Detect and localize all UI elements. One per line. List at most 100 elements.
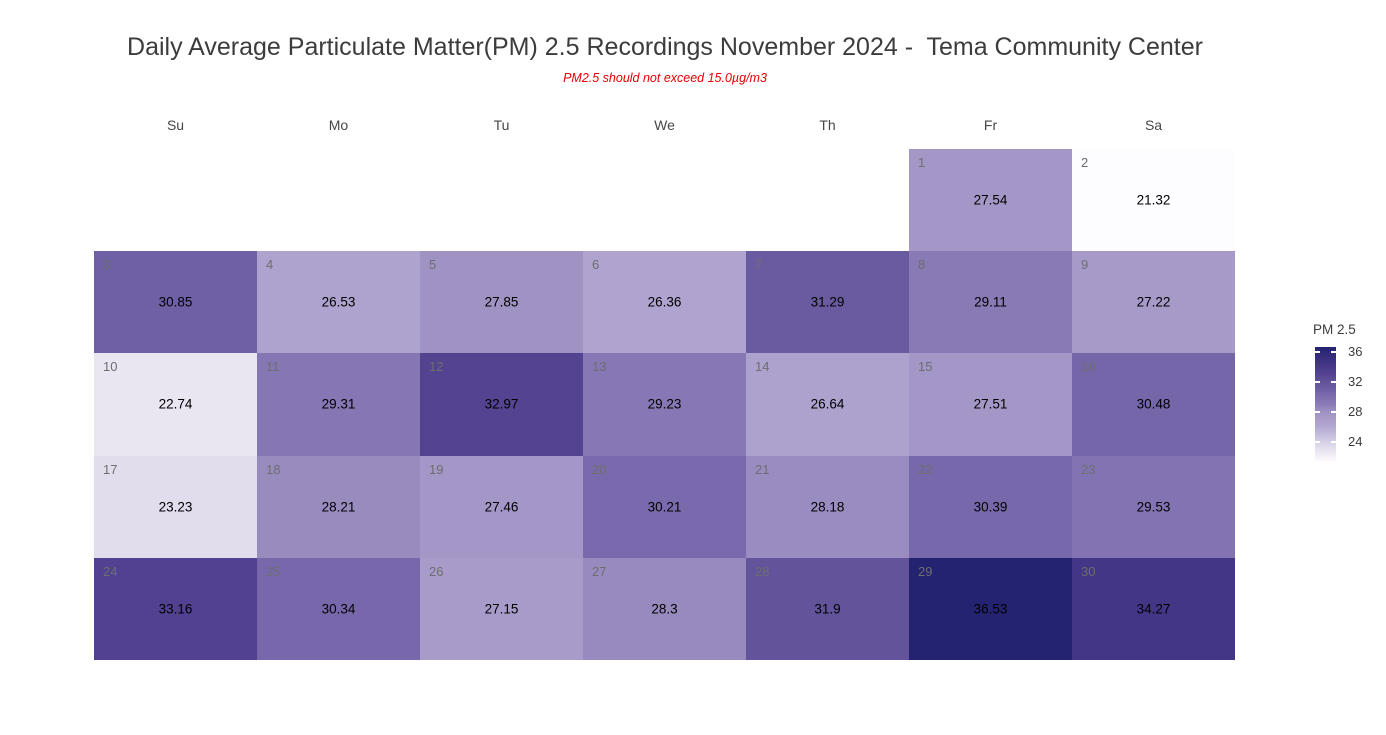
day-value: 28.18 (810, 499, 845, 515)
day-cell: 23 29.53 (1072, 455, 1235, 558)
chart-subtitle-threshold-note: PM2.5 should not exceed 15.0µg/m3 (563, 71, 767, 85)
day-cell: 5 27.85 (420, 251, 583, 354)
day-value: 34.27 (1136, 601, 1171, 617)
day-value: 27.54 (973, 192, 1008, 208)
day-value: 27.85 (484, 294, 519, 310)
day-value: 31.9 (814, 601, 841, 617)
day-cell: 20 30.21 (583, 455, 746, 558)
day-number: 21 (755, 461, 770, 477)
day-cell: 12 32.97 (420, 353, 583, 456)
day-number: 15 (918, 359, 933, 375)
day-number: 17 (103, 461, 118, 477)
day-number: 27 (592, 563, 607, 579)
day-value: 33.16 (158, 601, 193, 617)
legend-tick-mark (1315, 380, 1320, 383)
day-cell: 4 26.53 (257, 251, 420, 354)
day-cell: 29 36.53 (909, 557, 1072, 660)
weekday-header-th: Th (819, 117, 836, 133)
day-cell: 9 27.22 (1072, 251, 1235, 354)
day-number: 25 (266, 563, 281, 579)
day-value: 31.29 (810, 294, 845, 310)
legend-tick-mark (1315, 440, 1320, 443)
day-cell: 30 34.27 (1072, 557, 1235, 660)
day-value: 30.85 (158, 294, 193, 310)
day-number: 14 (755, 359, 770, 375)
day-cell: 3 30.85 (94, 251, 257, 354)
day-number: 2 (1081, 155, 1089, 170)
day-cell: 15 27.51 (909, 353, 1072, 456)
day-value: 27.46 (484, 499, 519, 515)
day-value: 27.22 (1136, 294, 1171, 310)
weekday-header-fr: Fr (983, 117, 998, 133)
chart-title: Daily Average Particulate Matter(PM) 2.5… (127, 33, 1203, 61)
day-value: 30.48 (1136, 396, 1171, 412)
day-cell: 28 31.9 (746, 557, 909, 660)
day-value: 21.32 (1136, 192, 1171, 208)
legend-colorbar (1315, 347, 1336, 461)
day-value: 30.21 (647, 499, 682, 515)
day-number: 18 (266, 461, 281, 477)
day-number: 11 (266, 359, 280, 375)
day-value: 28.21 (321, 499, 356, 515)
legend-tick-mark (1331, 380, 1336, 383)
legend-tick-mark (1315, 410, 1320, 413)
day-number: 5 (429, 257, 437, 273)
day-number: 8 (918, 257, 926, 273)
day-cell: 10 22.74 (94, 353, 257, 456)
day-number: 16 (1081, 359, 1096, 375)
day-cell: 1 27.54 (909, 149, 1072, 252)
day-cell: 21 28.18 (746, 455, 909, 558)
legend-tick-label: 32 (1348, 373, 1363, 389)
day-number: 23 (1081, 461, 1096, 477)
legend: PM 2.5 36 32 28 24 (1313, 322, 1386, 461)
weekday-header-su: Su (166, 117, 185, 133)
day-number: 9 (1081, 257, 1089, 273)
day-number: 26 (429, 563, 444, 579)
day-value: 29.23 (647, 396, 682, 412)
day-value: 23.23 (158, 499, 193, 515)
day-cell: 18 28.21 (257, 455, 420, 558)
day-number: 28 (755, 563, 770, 579)
day-number: 20 (592, 461, 607, 477)
day-cell: 24 33.16 (94, 557, 257, 660)
day-number: 3 (103, 257, 111, 273)
day-number: 10 (103, 359, 118, 375)
weekday-header-tu: Tu (493, 117, 510, 133)
legend-title: PM 2.5 (1313, 322, 1356, 337)
legend-tick-label: 36 (1348, 343, 1363, 359)
weekday-header-we: We (654, 117, 675, 133)
day-value: 26.64 (810, 396, 845, 412)
day-cell: 7 31.29 (746, 251, 909, 354)
day-value: 28.3 (651, 601, 678, 617)
legend-tick-label: 28 (1348, 403, 1363, 419)
day-number: 22 (918, 461, 933, 477)
day-number: 12 (429, 359, 444, 375)
day-number: 6 (592, 257, 600, 273)
day-number: 7 (755, 257, 763, 273)
day-value: 30.39 (973, 499, 1008, 515)
weekday-header-sa: Sa (1144, 117, 1163, 133)
day-cell: 27 28.3 (583, 557, 746, 660)
day-value: 27.51 (973, 396, 1008, 412)
day-number: 24 (103, 563, 118, 579)
day-number: 29 (918, 563, 933, 579)
day-cell: 16 30.48 (1072, 353, 1235, 456)
day-value: 27.15 (484, 601, 519, 617)
day-cell: 6 26.36 (583, 251, 746, 354)
legend-tick-mark (1331, 440, 1336, 443)
day-cell: 22 30.39 (909, 455, 1072, 558)
day-cell: 13 29.23 (583, 353, 746, 456)
day-cell: 19 27.46 (420, 455, 583, 558)
weekday-header-mo: Mo (328, 117, 349, 133)
day-number: 19 (429, 461, 444, 477)
day-value: 32.97 (484, 396, 519, 412)
legend-tick-label: 24 (1348, 433, 1363, 449)
day-value: 29.31 (321, 396, 356, 412)
day-cell: 26 27.15 (420, 557, 583, 660)
day-number: 13 (592, 359, 607, 375)
day-cell: 11 29.31 (257, 353, 420, 456)
calendar-grid: 1 27.54 2 21.32 3 30.85 4 26.53 5 27.85 6 26.36 7 31.… (94, 149, 1235, 660)
legend-tick-mark (1331, 410, 1336, 413)
day-number: 4 (266, 257, 274, 273)
day-value: 22.74 (158, 396, 193, 412)
